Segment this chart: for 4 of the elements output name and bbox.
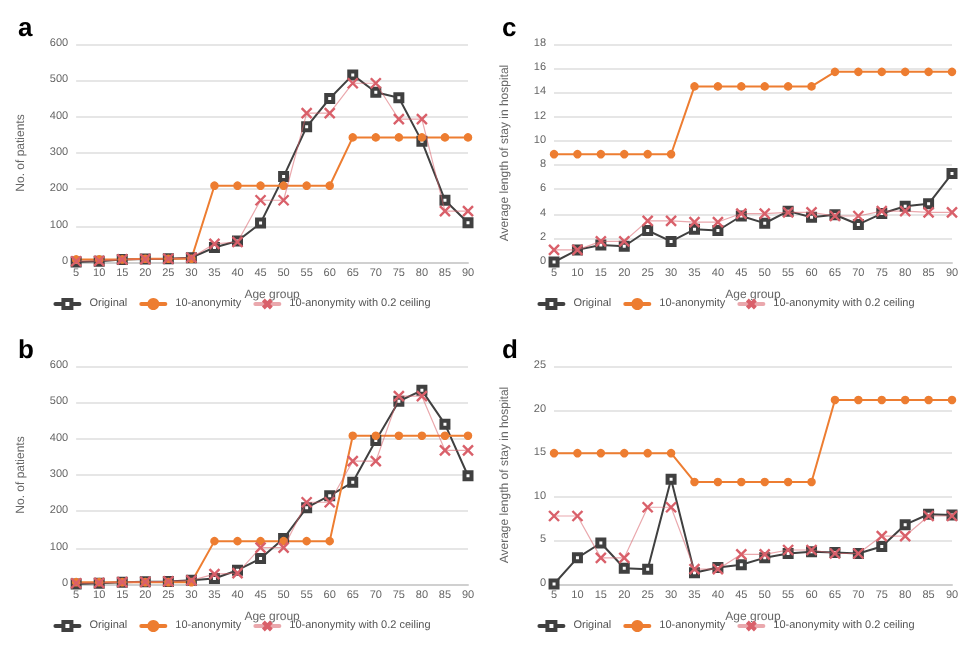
chart-title: c	[502, 12, 517, 42]
chart-title: d	[502, 334, 518, 364]
chart-title: b	[18, 334, 34, 364]
chart-title: a	[18, 12, 34, 42]
